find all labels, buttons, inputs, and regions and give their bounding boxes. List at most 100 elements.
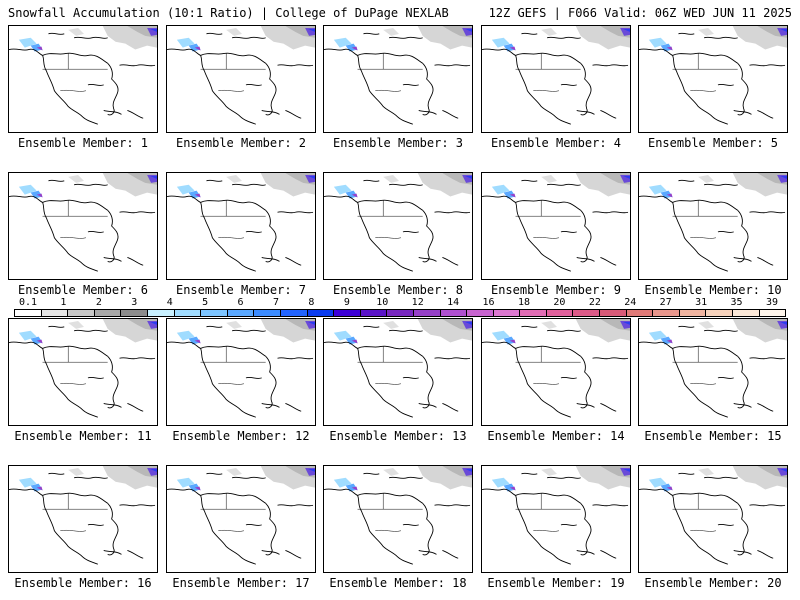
legend-tick-label: 9 [343,297,350,308]
ensemble-member-label: Ensemble Member: 7 [175,283,307,297]
ensemble-member-label: Ensemble Member: 13 [329,429,467,443]
ensemble-member-label: Ensemble Member: 8 [332,283,464,297]
legend-colorbar [14,309,786,317]
legend-tick-label: 12 [411,297,424,308]
legend-swatch [413,310,441,316]
ensemble-member-label: Ensemble Member: 4 [490,136,622,150]
legend-tick-label: 7 [272,297,280,308]
ensemble-member-label: Ensemble Member: 14 [487,429,625,443]
ensemble-panel: Ensemble Member: 11 [8,318,158,444]
ensemble-panel: Ensemble Member: 16 [8,465,158,591]
legend-swatch [94,310,122,316]
snowfall-map [323,465,473,573]
ensemble-member-label: Ensemble Member: 12 [172,429,310,443]
legend-swatch [307,310,335,316]
snowfall-map [8,318,158,426]
legend-ticks: 0.1 1 2 3 4 5 6 7 8 9 10 12 14 16 18 20 22 24 27 31 35 39 [14,297,786,308]
legend-tick-label: 31 [695,297,708,308]
ensemble-panel: Ensemble Member: 3 [323,25,473,151]
legend-tick-label: 0.1 [18,297,38,308]
legend-swatch [360,310,388,316]
snowfall-legend: 0.1 1 2 3 4 5 6 7 8 9 10 12 14 16 18 20 22 24 27 31 35 39 [14,297,786,319]
snowfall-map [323,25,473,133]
legend-tick-label: 20 [553,297,566,308]
ensemble-member-label: Ensemble Member: 18 [329,576,467,590]
ensemble-member-label: Ensemble Member: 2 [175,136,307,150]
snowfall-map [8,465,158,573]
ensemble-member-label: Ensemble Member: 15 [644,429,782,443]
legend-tick-label: 1 [60,297,67,308]
legend-swatch [68,310,95,316]
legend-tick-label: 4 [166,297,173,308]
legend-swatch [440,310,468,316]
ensemble-member-label: Ensemble Member: 11 [14,429,152,443]
legend-tick-label: 10 [376,297,389,308]
ensemble-panel: Ensemble Member: 13 [323,318,473,444]
legend-swatch [733,310,760,316]
ensemble-panel: Ensemble Member: 9 [481,172,631,298]
ensemble-panel: Ensemble Member: 4 [481,25,631,151]
legend-tick-label: 35 [730,297,743,308]
legend-tick-label: 14 [447,297,460,308]
legend-tick-label: 6 [237,297,244,308]
snowfall-map [323,172,473,280]
legend-swatch [600,310,627,316]
ensemble-panel: Ensemble Member: 7 [166,172,316,298]
legend-swatch [546,310,574,316]
ensemble-member-label: Ensemble Member: 1 [17,136,149,150]
legend-swatch [679,310,707,316]
legend-tick-label: 27 [659,297,672,308]
legend-tick-label: 24 [624,297,637,308]
legend-swatch [573,310,601,316]
snowfall-map [481,25,631,133]
ensemble-panel: Ensemble Member: 10 [638,172,788,298]
legend-swatch [387,310,414,316]
legend-swatch [15,310,42,316]
legend-swatch [201,310,228,316]
snowfall-map [8,25,158,133]
legend-swatch [227,310,255,316]
snowfall-map [166,465,316,573]
snowfall-map [638,318,788,426]
ensemble-member-label: Ensemble Member: 9 [490,283,622,297]
legend-swatch [493,310,521,316]
legend-swatch [706,310,734,316]
snowfall-map [323,318,473,426]
snowfall-map [166,318,316,426]
ensemble-member-label: Ensemble Member: 16 [14,576,152,590]
snowfall-map [638,172,788,280]
run-valid-time: 12Z GEFS | F066 Valid: 06Z WED JUN 11 20… [488,6,792,20]
snowfall-map [166,172,316,280]
legend-tick-label: 8 [308,297,315,308]
legend-swatch [653,310,680,316]
ensemble-panel: Ensemble Member: 8 [323,172,473,298]
ensemble-panel: Ensemble Member: 2 [166,25,316,151]
legend-swatch [121,310,148,316]
ensemble-panel: Ensemble Member: 15 [638,318,788,444]
ensemble-panel: Ensemble Member: 14 [481,318,631,444]
ensemble-panel: Ensemble Member: 17 [166,465,316,591]
legend-swatch [759,310,786,316]
legend-swatch [520,310,547,316]
legend-tick-label: 5 [202,297,209,308]
legend-swatch [41,310,69,316]
ensemble-member-label: Ensemble Member: 10 [644,283,782,297]
legend-tick-label: 3 [131,297,138,308]
snowfall-map [166,25,316,133]
header: Snowfall Accumulation (10:1 Ratio) | Col… [0,0,800,22]
ensemble-panel: Ensemble Member: 19 [481,465,631,591]
legend-swatch [467,310,494,316]
snowfall-map [8,172,158,280]
ensemble-panel: Ensemble Member: 1 [8,25,158,151]
legend-tick-label: 39 [765,297,779,308]
ensemble-member-label: Ensemble Member: 6 [17,283,149,297]
ensemble-panel: Ensemble Member: 20 [638,465,788,591]
snowfall-map [481,465,631,573]
snowfall-map [481,172,631,280]
ensemble-panel: Ensemble Member: 5 [638,25,788,151]
legend-swatch [626,310,654,316]
snowfall-map [638,465,788,573]
ensemble-member-label: Ensemble Member: 3 [332,136,464,150]
ensemble-member-label: Ensemble Member: 5 [647,136,779,150]
snowfall-map [638,25,788,133]
